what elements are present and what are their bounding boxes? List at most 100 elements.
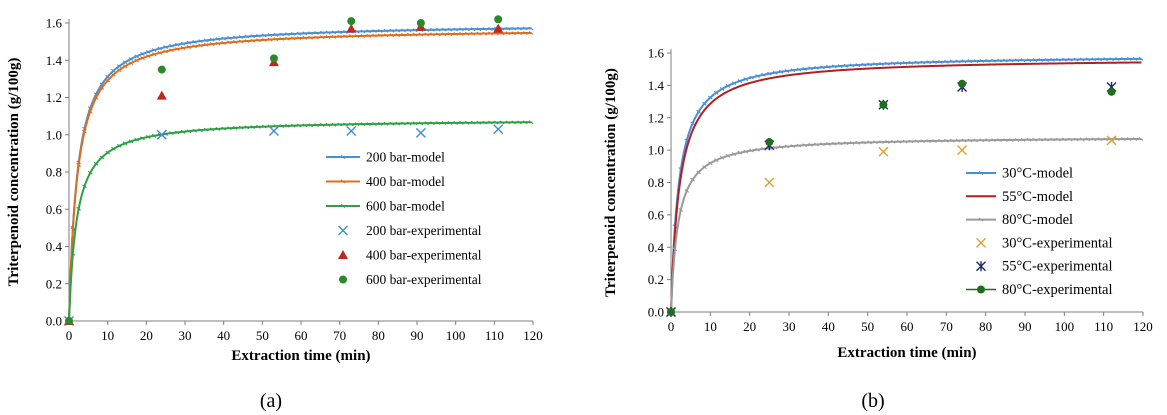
curve-marker: [896, 139, 902, 144]
curve-marker: [256, 38, 261, 43]
curve-marker: [1109, 57, 1114, 62]
curve-marker: [87, 109, 93, 114]
curve-marker: [389, 121, 395, 126]
x-tick-label: 10: [101, 328, 114, 343]
curve-marker: [116, 64, 122, 69]
curve-marker: [517, 26, 522, 31]
x-tick-label: 70: [333, 328, 346, 343]
curve-marker: [354, 29, 360, 34]
data-point: [156, 90, 167, 100]
curve-marker: [337, 122, 342, 127]
curve-marker: [731, 152, 737, 157]
curve-marker: [308, 31, 313, 36]
curve-marker: [464, 120, 470, 125]
curve-marker: [973, 138, 979, 143]
curve-marker: [244, 125, 250, 130]
data-point: [878, 146, 889, 157]
curve-marker: [134, 58, 139, 63]
curve-marker: [424, 32, 429, 37]
curve-marker: [511, 31, 516, 36]
curve-marker: [1038, 58, 1044, 62]
curve-marker: [290, 36, 296, 41]
curve-marker: [914, 139, 920, 144]
curve-marker: [198, 128, 203, 133]
curve-marker: [505, 120, 511, 125]
legend-label: 80°C-experimental: [1002, 282, 1113, 298]
curve-marker: [820, 142, 825, 147]
curve-marker: [70, 251, 76, 256]
model-curve: [670, 137, 1142, 313]
curve-marker: [319, 122, 325, 127]
curve-marker: [938, 138, 943, 143]
series-1: [68, 31, 534, 322]
curve-marker: [325, 35, 331, 39]
y-tick-label: 0.6: [648, 207, 665, 222]
legend-marker: [340, 179, 346, 184]
curve-marker: [453, 32, 458, 36]
curve-marker: [186, 129, 192, 134]
curve-marker: [302, 123, 308, 128]
curve-marker: [232, 39, 238, 44]
curve-marker: [1032, 137, 1038, 142]
curve-marker: [749, 75, 754, 80]
curve-marker: [719, 155, 725, 160]
curve-marker: [279, 32, 284, 37]
y-tick-label: 0.0: [46, 314, 62, 329]
curve-marker: [528, 31, 534, 35]
curve-marker: [808, 142, 813, 147]
curve-marker: [406, 121, 412, 126]
x-tick-label: 60: [901, 319, 914, 334]
legend-label: 55°C-model: [1002, 189, 1073, 205]
curve-marker: [488, 120, 493, 125]
x-tick-label: 50: [256, 328, 269, 343]
curve-marker: [227, 36, 232, 40]
curve-marker: [1026, 58, 1032, 63]
curve-marker: [499, 120, 505, 125]
curve-marker: [1044, 137, 1049, 142]
curve-marker: [855, 63, 861, 67]
curve-marker: [111, 68, 116, 73]
curve-marker: [151, 52, 157, 57]
data-point: [1107, 87, 1116, 96]
curve-marker: [991, 138, 996, 143]
curve-marker: [447, 27, 453, 32]
curve-marker: [430, 27, 435, 32]
data-point: [416, 19, 425, 27]
x-tick-label: 20: [743, 319, 756, 334]
x-tick-label: 90: [411, 328, 424, 343]
series-2: [670, 137, 1144, 313]
curve-marker: [949, 138, 955, 143]
curve-marker: [250, 125, 255, 130]
curve-marker: [93, 95, 99, 100]
curve-marker: [949, 59, 955, 64]
model-curve: [670, 61, 1142, 313]
curve-marker: [174, 42, 180, 47]
curve-marker: [820, 65, 825, 70]
curve-marker: [855, 140, 861, 145]
legend-marker: [978, 217, 984, 222]
curve-marker: [522, 26, 528, 31]
curve-marker: [1067, 57, 1073, 62]
curve-marker: [696, 109, 701, 114]
curve-marker: [1085, 57, 1091, 62]
curve-marker: [476, 27, 482, 31]
curve-marker: [1014, 58, 1020, 63]
curve-marker: [849, 141, 855, 145]
curve-marker: [482, 31, 487, 36]
curve-marker: [749, 148, 754, 153]
curve-marker: [250, 38, 255, 43]
curve-marker: [441, 121, 447, 125]
curve-marker: [493, 120, 499, 125]
curve-marker: [944, 59, 949, 64]
curve-marker: [314, 35, 319, 40]
curve-marker: [331, 30, 337, 35]
curve-marker: [790, 144, 796, 148]
curve-marker: [737, 150, 743, 155]
curve-marker: [406, 32, 412, 37]
curve-marker: [296, 123, 302, 128]
curve-marker: [464, 31, 470, 36]
y-tick-label: 0.4: [46, 239, 63, 254]
curve-marker: [973, 59, 979, 64]
series-5: [667, 79, 1116, 316]
curve-marker: [279, 124, 284, 128]
